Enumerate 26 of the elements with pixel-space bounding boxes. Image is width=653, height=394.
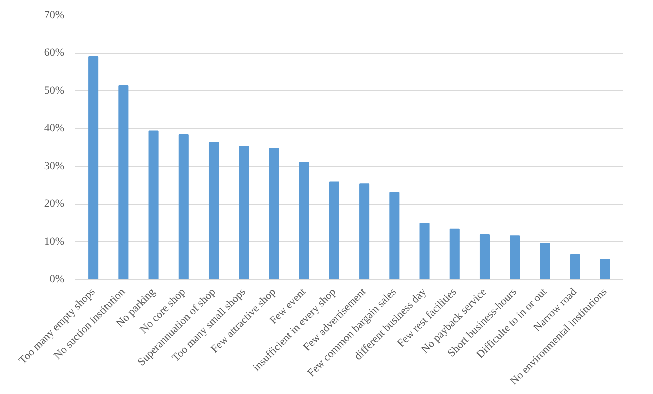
y-tick-label: 10% — [44, 236, 65, 248]
bar — [570, 254, 580, 280]
bar — [420, 223, 430, 280]
y-tick-label: 50% — [44, 84, 65, 97]
y-tick-label: 60% — [44, 47, 65, 60]
y-tick-label: 20% — [44, 198, 65, 210]
bar — [239, 146, 250, 280]
y-tick-label: 30% — [44, 160, 65, 172]
bar — [480, 234, 490, 280]
bar — [269, 148, 280, 280]
y-tick-label: 70% — [44, 10, 65, 22]
bar — [360, 184, 370, 280]
bar — [208, 142, 220, 280]
y-tick-label: 0% — [50, 274, 65, 286]
bar — [540, 243, 550, 280]
bar — [600, 259, 610, 280]
bar — [450, 228, 460, 280]
y-tick-label: 40% — [44, 122, 65, 135]
bar — [329, 182, 340, 280]
bar — [88, 56, 99, 280]
bar — [118, 86, 129, 280]
bar — [178, 134, 189, 280]
bar — [148, 130, 159, 280]
bar — [390, 192, 400, 280]
bar — [510, 236, 520, 280]
bar — [299, 162, 310, 280]
